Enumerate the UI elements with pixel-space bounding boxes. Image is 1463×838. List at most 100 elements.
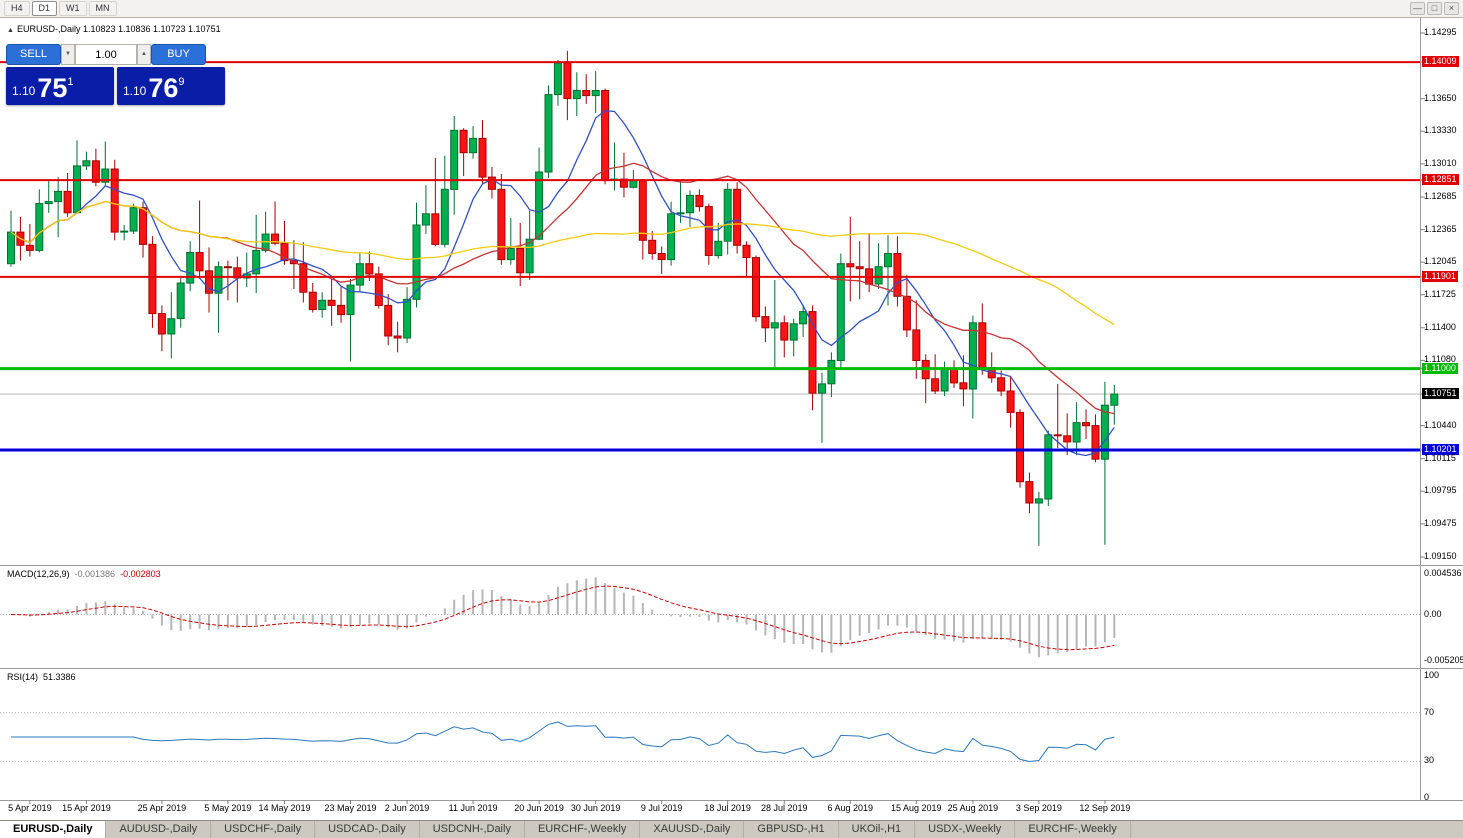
timeframe-toolbar: H4 D1 W1 MN — □ × [0, 0, 1463, 18]
candle-body [101, 168, 110, 183]
tab-eurchf-weekly[interactable]: EURCHF-,Weekly [1015, 821, 1131, 838]
rsi-axis-label: 100 [1424, 670, 1440, 680]
timeframe-button-mn[interactable]: MN [88, 1, 117, 16]
candle-body [855, 266, 864, 270]
candle-body [808, 311, 817, 394]
price-axis-label: 1.11400 [1424, 321, 1456, 332]
candle-body [393, 335, 402, 339]
timeframe-button-d1[interactable]: D1 [31, 1, 58, 16]
timeframe-button-h4[interactable]: H4 [4, 1, 30, 16]
window-controls: — □ × [1410, 2, 1463, 15]
candle-body [836, 263, 845, 362]
macd-axis: 0.004536 0.00 -0.005205 [1421, 0, 1463, 838]
candle-body [582, 90, 591, 97]
bid-price-big: 75 [37, 73, 68, 103]
candle-body [742, 244, 751, 259]
date-axis-label: 15 Aug 2019 [890, 803, 942, 813]
candle-body [186, 252, 195, 284]
price-axis-label: 1.14295 [1424, 27, 1457, 37]
candle-body [818, 383, 826, 394]
date-axis-label: 12 Sep 2019 [1079, 803, 1131, 813]
tab-usdchf-daily[interactable]: USDCHF-,Daily [211, 821, 316, 838]
price-level-label: 1.10751 [1422, 387, 1459, 399]
rsi-line [11, 721, 1115, 763]
ask-price-prefix: 1.10 [123, 84, 147, 98]
candle-body [148, 243, 157, 315]
candle-body [723, 188, 732, 242]
candle-body [629, 179, 638, 188]
date-axis-label: 6 Aug 2019 [827, 803, 874, 813]
candle-body [327, 299, 336, 306]
tab-usdcad-daily[interactable]: USDCAD-,Daily [315, 821, 420, 838]
candle-body [704, 206, 713, 257]
candle-body [874, 266, 883, 285]
candle-body [827, 359, 836, 385]
tab-xauusd-daily[interactable]: XAUUSD-,Daily [640, 821, 745, 838]
time-axis[interactable]: 5 Apr 2019 15 Apr 2019 25 Apr 2019 5 May 20… [0, 803, 1420, 818]
window-close-button[interactable]: × [1444, 2, 1459, 15]
candle-body [346, 284, 355, 316]
candle-body [959, 382, 968, 390]
volume-decrease-icon[interactable]: ▼ [61, 44, 75, 65]
date-axis-label: 15 Apr 2019 [62, 803, 111, 813]
sell-button[interactable]: SELL [6, 44, 61, 65]
date-axis-label: 18 Jul 2019 [704, 803, 751, 813]
candle-body [412, 224, 421, 300]
price-axis-label: 1.13650 [1424, 92, 1457, 103]
tab-usdcnh-daily[interactable]: USDCNH-,Daily [419, 821, 525, 838]
tab-audusd-daily[interactable]: AUDUSD-,Daily [106, 821, 212, 838]
ask-price-box[interactable]: 1.10 76 9 [117, 67, 225, 105]
candle-body [516, 247, 525, 274]
tab-gbpusd-h1[interactable]: GBPUSD-,H1 [744, 821, 839, 838]
window-restore-button[interactable]: □ [1427, 2, 1442, 15]
tab-eurchf-weekly[interactable]: EURCHF-,Weekly [524, 821, 641, 838]
candle-body [403, 298, 412, 339]
candle-body [421, 213, 430, 226]
window-minimize-button[interactable]: — [1410, 2, 1425, 15]
candle-body [7, 231, 15, 265]
buy-button[interactable]: BUY [151, 44, 206, 65]
candle-body [1006, 390, 1015, 413]
rsi-indicator-header: RSI(14) 51.3386 [7, 672, 76, 682]
price-axis-label: 1.12045 [1424, 256, 1457, 267]
candle-body [44, 201, 53, 205]
price-axis-label: 1.13010 [1424, 157, 1457, 168]
price-axis-label: 1.10115 [1424, 452, 1456, 463]
price-axis[interactable]: 1.14295 1.14009 1.13650 1.13330 1.13010 1.128… [1421, 0, 1463, 838]
candle-body [129, 207, 138, 232]
candle-body [91, 160, 100, 183]
price-axis-label: 1.09150 [1424, 551, 1457, 561]
candle-body [695, 194, 704, 208]
candle-body [506, 247, 515, 261]
timeframe-button-w1[interactable]: W1 [59, 1, 87, 16]
candle-body [686, 194, 694, 214]
rsi-title: RSI(14) [7, 672, 39, 682]
candle-body [139, 207, 147, 245]
price-axis-label: 1.10440 [1424, 419, 1457, 430]
date-axis-label: 11 Jun 2019 [448, 803, 498, 813]
volume-input[interactable] [75, 44, 137, 65]
bid-price-box[interactable]: 1.10 75 1 [6, 67, 114, 105]
candle-body [780, 322, 789, 341]
tab-usdx-weekly[interactable]: USDX-,Weekly [915, 821, 1016, 838]
price-axis-label: 1.09475 [1424, 517, 1457, 528]
candle-body [73, 165, 81, 214]
collapse-triangle-icon[interactable]: ▲ [7, 27, 14, 34]
candle-body [384, 304, 393, 337]
volume-increase-icon[interactable]: ▲ [137, 44, 151, 65]
tab-eurusd-daily[interactable]: EURUSD-,Daily [0, 821, 107, 838]
macd-main-value: -0.001386 [74, 569, 116, 579]
candle-body [770, 322, 779, 329]
price-axis-label: 1.13330 [1424, 125, 1457, 136]
candle-body [205, 270, 213, 294]
tab-ukoil-h1[interactable]: UKOil-,H1 [838, 821, 916, 838]
candle-body [280, 242, 289, 262]
price-level-label: 1.12851 [1422, 174, 1459, 186]
candle-body [459, 129, 468, 154]
candle-body [63, 190, 72, 214]
macd-axis-label: -0.005205 [1424, 655, 1463, 665]
candle-body [355, 263, 364, 286]
chart-ohlc-header: ▲ EURUSD-,Daily 1.10823 1.10836 1.10723 1… [7, 24, 221, 34]
date-axis-label: 25 Apr 2019 [137, 803, 187, 813]
